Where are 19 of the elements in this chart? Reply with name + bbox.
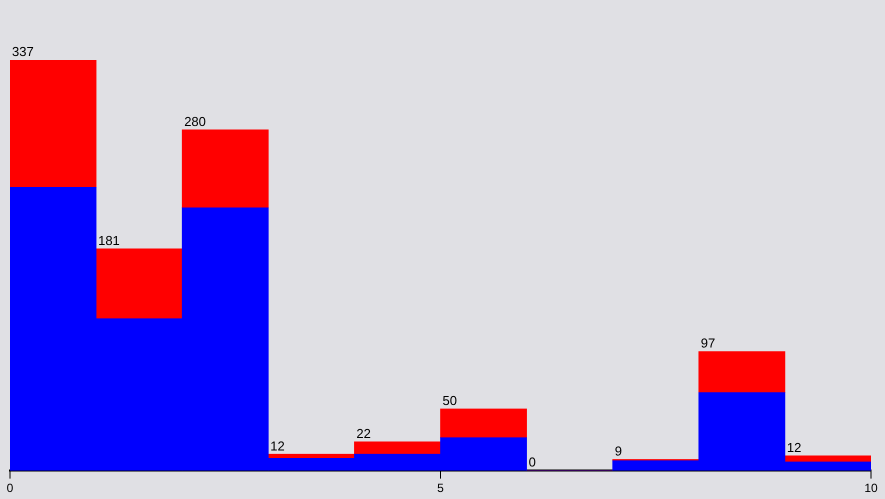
x-tick-label: 5 [437, 481, 444, 496]
bar [10, 60, 96, 188]
bar [698, 351, 786, 393]
x-tick-label: 0 [6, 481, 14, 496]
annotation: 280 [184, 114, 206, 129]
annotation: 12 [786, 440, 802, 455]
annotation: 22 [356, 426, 371, 441]
annotation: 12 [270, 438, 285, 454]
bar [440, 408, 527, 438]
x-tick-label: 10 [864, 481, 878, 496]
bar [182, 129, 269, 208]
bar [354, 442, 441, 455]
annotation: 9 [614, 444, 622, 459]
bar [96, 248, 183, 320]
annotation: 0 [528, 454, 536, 470]
annotation: 50 [442, 393, 457, 408]
annotation: 181 [98, 232, 120, 248]
annotation: 97 [700, 336, 716, 351]
annotation: 337 [12, 44, 34, 60]
